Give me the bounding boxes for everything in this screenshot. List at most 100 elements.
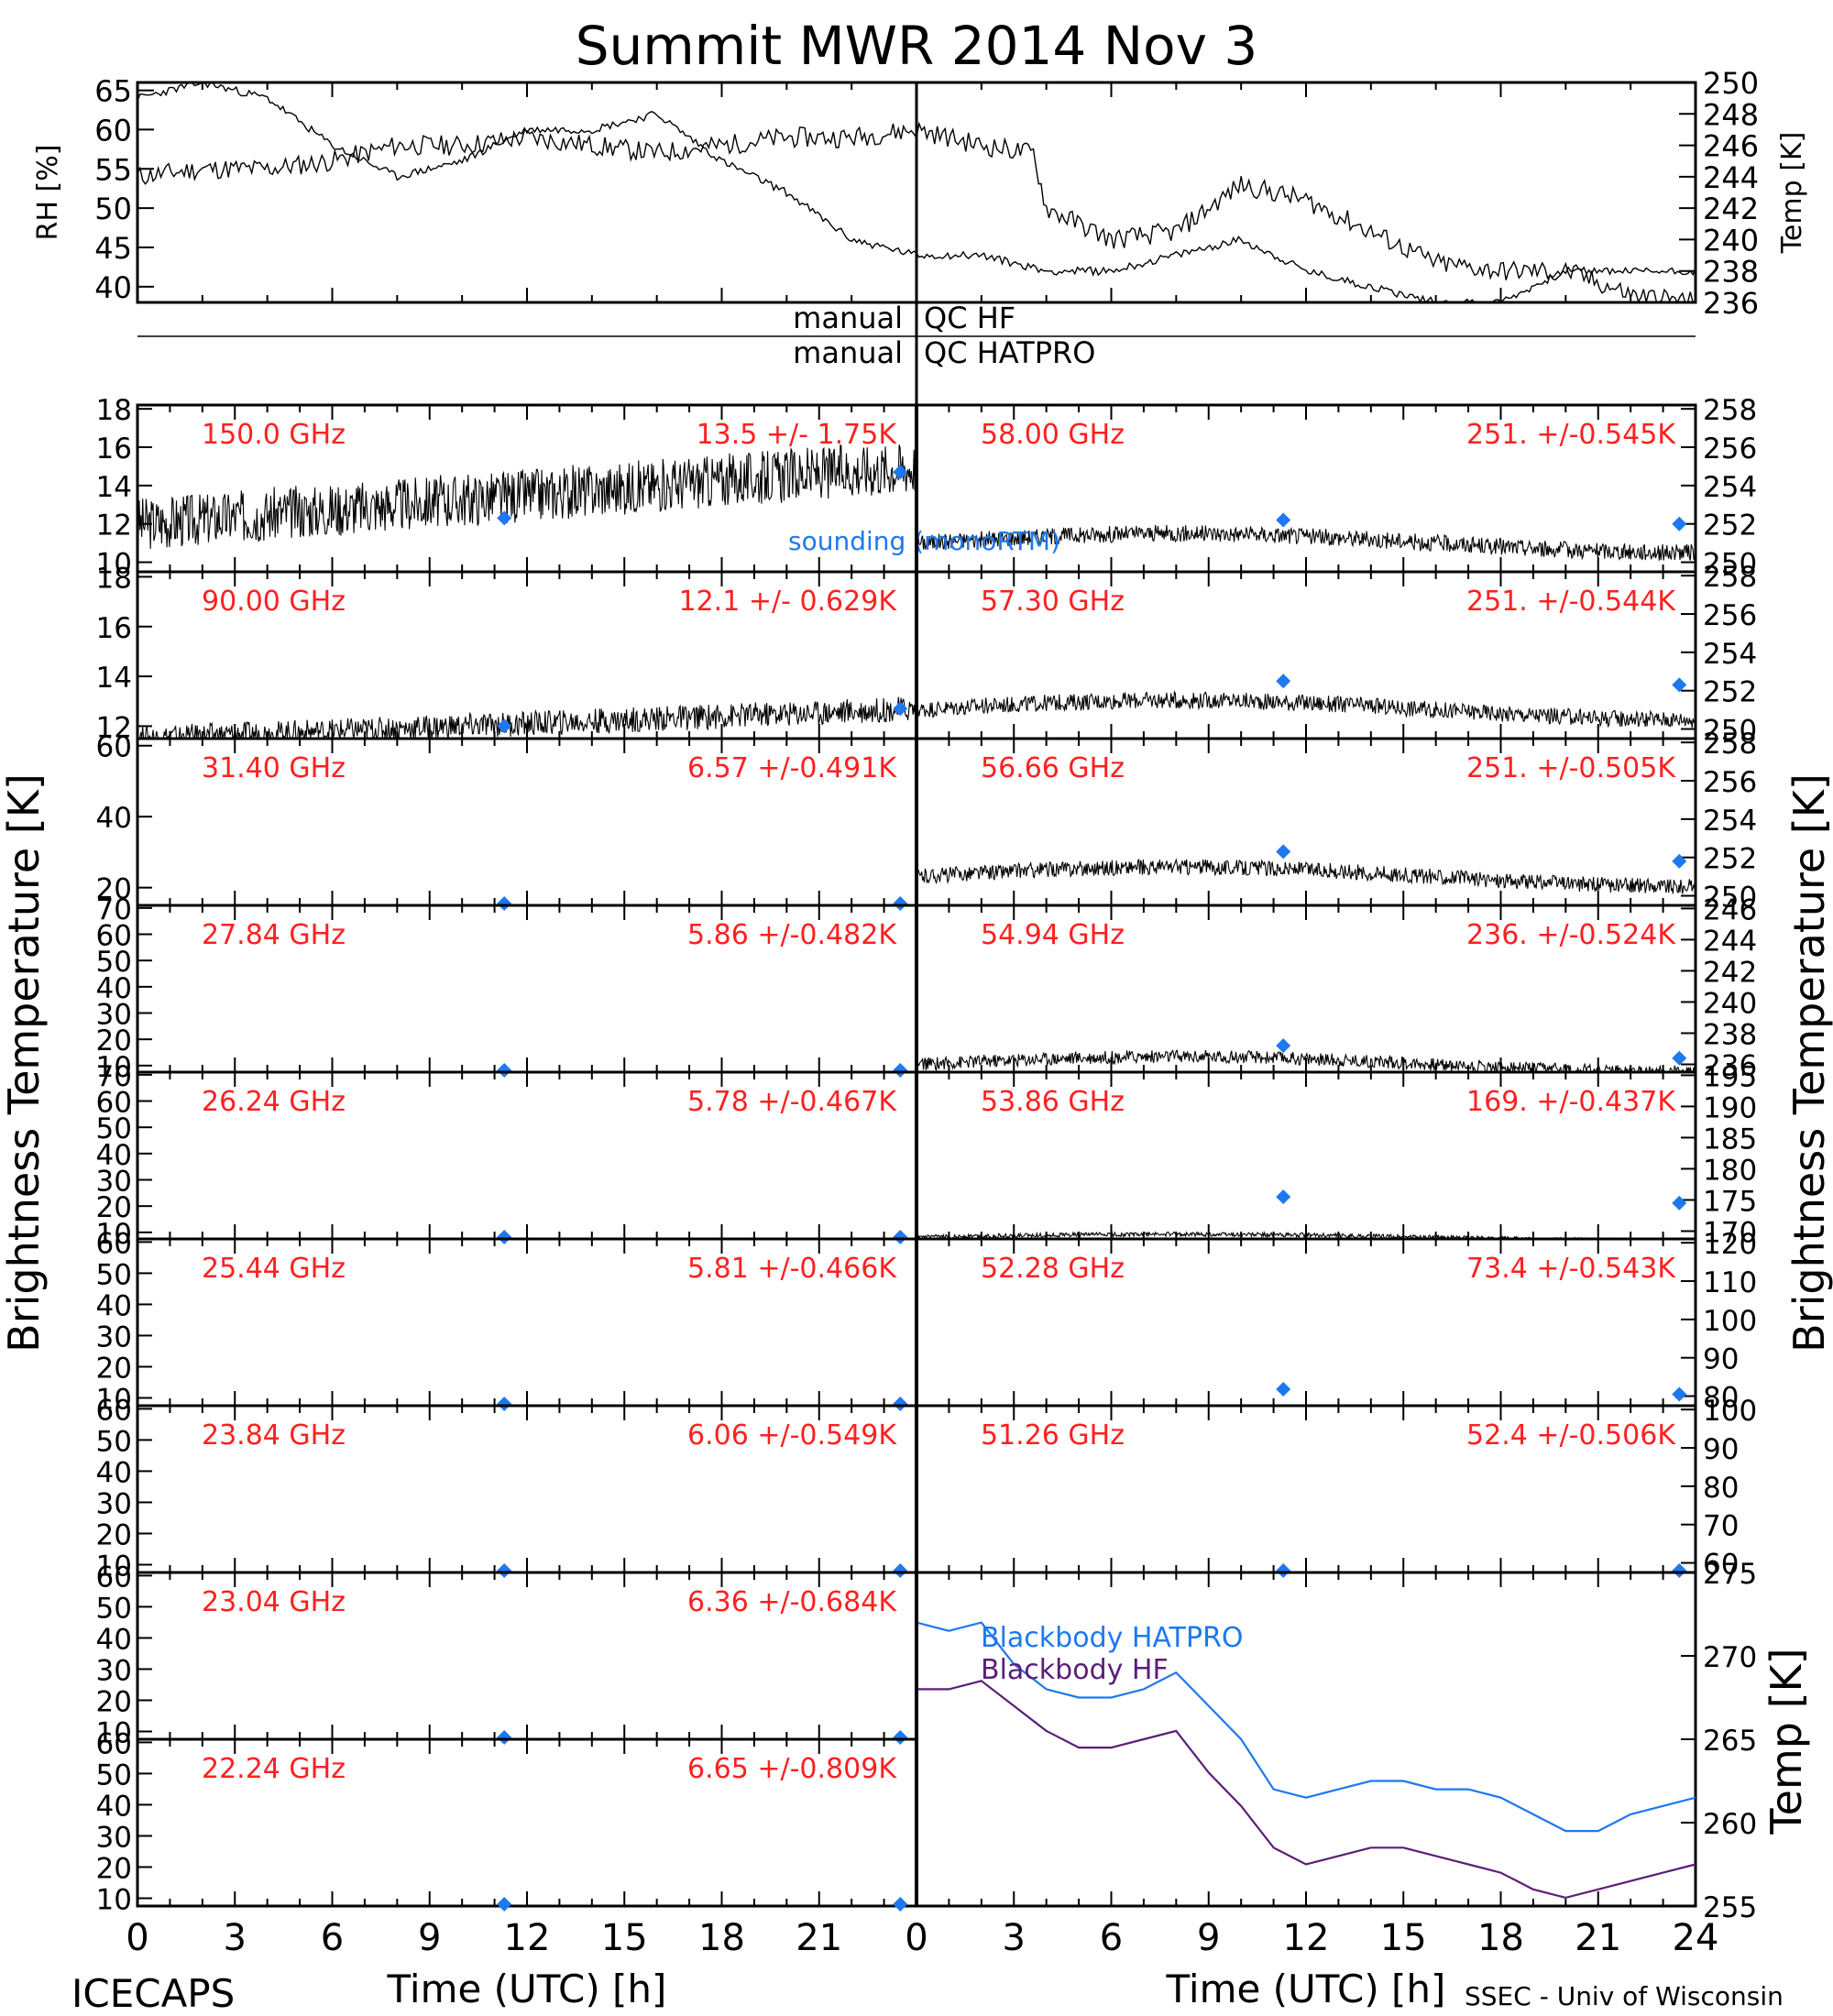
left-channel-3-tick-label: 60 bbox=[96, 920, 132, 953]
right-channel-5-freq: 52.28 GHz bbox=[981, 1253, 1125, 1285]
left-channel-1-freq: 90.00 GHz bbox=[202, 586, 346, 618]
left-channel-1-sounding-point bbox=[497, 718, 512, 734]
left-channel-6-stat: 6.06 +/-0.549K bbox=[687, 1419, 897, 1452]
left-channel-8-tick-label: 50 bbox=[96, 1759, 132, 1791]
right-channel-0-sounding-point bbox=[1276, 512, 1291, 528]
left-xlabel: Time (UTC) [h] bbox=[387, 1967, 667, 2011]
left-channel-1-stat: 12.1 +/- 0.629K bbox=[679, 586, 898, 618]
right-channel-6-tick-label: 70 bbox=[1703, 1510, 1739, 1543]
left-channel-7-tick-label: 10 bbox=[96, 1716, 132, 1749]
left-channel-3-sounding-point bbox=[497, 1063, 512, 1078]
temp-trace bbox=[137, 82, 1696, 304]
qc-hf-left: manual bbox=[793, 301, 903, 335]
left-channel-1-tick-label: 16 bbox=[96, 612, 132, 645]
right-xtick-label: 9 bbox=[1197, 1917, 1220, 1959]
right-channel-3-sounding-point bbox=[1276, 1038, 1291, 1054]
left-channel-4-tick-label: 70 bbox=[96, 1060, 132, 1093]
left-channel-0-tick-label: 14 bbox=[96, 471, 132, 504]
qc-hf-right: QC HF bbox=[924, 301, 1015, 335]
left-channel-7-tick-label: 50 bbox=[96, 1592, 132, 1625]
left-channel-4-tick-label: 50 bbox=[96, 1112, 132, 1145]
left-channel-0-stat: 13.5 +/- 1.75K bbox=[697, 419, 898, 451]
right-channel-5-tick-label: 80 bbox=[1703, 1382, 1739, 1415]
left-xtick-label: 18 bbox=[698, 1917, 745, 1959]
footer-icecaps: ICECAPS bbox=[71, 1971, 235, 2016]
right-xtick-label: 0 bbox=[905, 1917, 927, 1959]
blackbody-ylabel: Temp [K] bbox=[1762, 1648, 1811, 1835]
left-channel-2-stat: 6.57 +/-0.491K bbox=[687, 752, 897, 784]
left-channel-3-tick-label: 70 bbox=[96, 893, 132, 926]
right-channel-2-trace bbox=[916, 858, 1696, 894]
right-xtick-label: 15 bbox=[1380, 1917, 1427, 1959]
left-channel-6-tick-label: 60 bbox=[96, 1394, 132, 1427]
right-channel-6-sounding-point bbox=[1276, 1563, 1291, 1578]
left-channel-6-tick-label: 20 bbox=[96, 1518, 132, 1551]
blackbody-hatpro-label: Blackbody HATPRO bbox=[981, 1622, 1244, 1654]
left-channel-6-sounding-point bbox=[497, 1563, 512, 1578]
right-channel-1-trace bbox=[916, 690, 1696, 729]
right-channel-4-tick-label: 170 bbox=[1703, 1216, 1757, 1249]
right-channel-4-stat: 169. +/-0.437K bbox=[1466, 1086, 1676, 1118]
left-ylabel: Brightness Temperature [K] bbox=[0, 773, 49, 1353]
left-channel-8-tick-label: 30 bbox=[96, 1821, 132, 1854]
rh-tick-label: 50 bbox=[94, 192, 132, 226]
left-xtick-label: 15 bbox=[601, 1917, 648, 1959]
left-channel-0-tick-label: 16 bbox=[96, 433, 132, 466]
right-channel-6-tick-label: 90 bbox=[1703, 1433, 1739, 1466]
right-channel-5-tick-label: 120 bbox=[1703, 1228, 1757, 1261]
blackbody-tick-label: 265 bbox=[1703, 1725, 1757, 1758]
left-channel-2-sounding-point bbox=[497, 896, 512, 911]
right-channel-0-tick-label: 250 bbox=[1703, 548, 1757, 581]
page-title: Summit MWR 2014 Nov 3 bbox=[576, 15, 1258, 77]
left-channel-6-freq: 23.84 GHz bbox=[202, 1419, 346, 1452]
left-channel-4-tick-label: 10 bbox=[96, 1218, 132, 1251]
right-channel-2-sounding-point bbox=[1672, 853, 1687, 869]
left-xtick-label: 9 bbox=[418, 1917, 441, 1959]
right-channel-2-stat: 251. +/-0.505K bbox=[1466, 752, 1676, 784]
left-channel-3-sounding-point bbox=[893, 1063, 908, 1078]
right-channel-4-sounding-point bbox=[1672, 1195, 1687, 1211]
right-channel-2-tick-label: 256 bbox=[1703, 766, 1757, 799]
left-channel-0-freq: 150.0 GHz bbox=[202, 419, 346, 451]
left-channel-4-tick-label: 60 bbox=[96, 1087, 132, 1120]
left-channel-2-freq: 31.40 GHz bbox=[202, 752, 346, 784]
rh-axis-label: RH [%] bbox=[32, 145, 64, 241]
left-xtick-label: 3 bbox=[224, 1917, 247, 1959]
left-channel-0-tick-label: 10 bbox=[96, 548, 132, 581]
right-channel-3-trace bbox=[916, 1049, 1696, 1074]
left-channel-0-sounding-point bbox=[893, 465, 908, 480]
left-channel-4-sounding-point bbox=[893, 1230, 908, 1244]
right-channel-3-tick-label: 238 bbox=[1703, 1018, 1757, 1051]
right-channel-6-tick-label: 80 bbox=[1703, 1472, 1739, 1505]
left-channel-0-trace bbox=[137, 444, 917, 549]
right-channel-1-sounding-point bbox=[1672, 677, 1687, 693]
right-channel-4-freq: 53.86 GHz bbox=[981, 1086, 1125, 1118]
right-channel-5-tick-label: 110 bbox=[1703, 1266, 1757, 1299]
qc-hatpro-right: QC HATPRO bbox=[924, 335, 1095, 370]
right-channel-1-tick-label: 252 bbox=[1703, 676, 1757, 709]
right-channel-0-sounding-point bbox=[1672, 516, 1687, 531]
left-channel-5-sounding-point bbox=[893, 1397, 908, 1411]
right-channel-6-freq: 51.26 GHz bbox=[981, 1419, 1125, 1452]
right-channel-3-tick-label: 244 bbox=[1703, 925, 1757, 958]
temp-tick-label: 244 bbox=[1703, 160, 1759, 195]
right-channel-1-sounding-point bbox=[1276, 674, 1291, 689]
rh-panel-frame bbox=[136, 81, 918, 304]
right-xtick-label: 24 bbox=[1673, 1917, 1719, 1959]
right-channel-6-sounding-point bbox=[1672, 1563, 1687, 1578]
left-channel-3-tick-label: 40 bbox=[96, 972, 132, 1005]
right-channel-4-tick-label: 175 bbox=[1703, 1185, 1757, 1218]
left-channel-5-stat: 5.81 +/-0.466K bbox=[687, 1253, 897, 1285]
right-channel-1-tick-label: 258 bbox=[1703, 561, 1757, 594]
left-channel-4-freq: 26.24 GHz bbox=[202, 1086, 346, 1118]
temp-tick-label: 248 bbox=[1703, 97, 1759, 132]
blackbody-tick-label: 270 bbox=[1703, 1641, 1757, 1674]
footer-ssec: SSEC - Univ of Wisconsin bbox=[1465, 1981, 1784, 2011]
left-channel-8-sounding-point bbox=[893, 1897, 908, 1912]
left-channel-5-tick-label: 20 bbox=[96, 1352, 132, 1385]
left-channel-1-tick-label: 14 bbox=[96, 662, 132, 695]
left-channel-7-sounding-point bbox=[497, 1730, 512, 1745]
left-channel-6-sounding-point bbox=[893, 1563, 908, 1578]
left-channel-8-sounding-point bbox=[497, 1897, 512, 1912]
